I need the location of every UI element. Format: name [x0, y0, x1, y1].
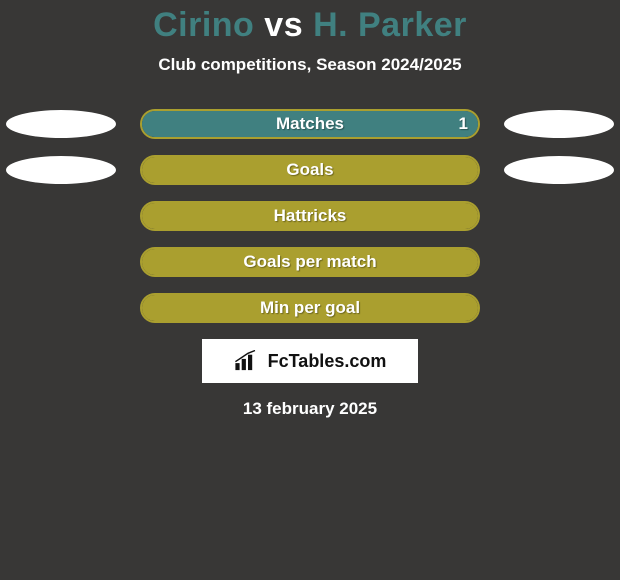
comparison-title: Cirino vs H. Parker	[0, 0, 620, 45]
stat-fill-b	[142, 295, 478, 321]
stat-row-goals: Goals	[0, 155, 620, 185]
stat-row-goals_per_match: Goals per match	[0, 247, 620, 277]
subtitle: Club competitions, Season 2024/2025	[0, 55, 620, 75]
chart-bars-icon	[234, 350, 262, 372]
stat-fill-b	[142, 157, 478, 183]
player-a-marker	[6, 156, 116, 184]
stat-bar-outline	[140, 247, 480, 277]
stat-bar: Min per goal	[140, 293, 480, 323]
stat-row-min_per_goal: Min per goal	[0, 293, 620, 323]
player-b-marker	[504, 156, 614, 184]
stat-row-hattricks: Hattricks	[0, 201, 620, 231]
stat-fill-b	[142, 111, 478, 137]
vs-text: vs	[264, 6, 303, 44]
stat-bar-outline	[140, 109, 480, 139]
player-b-name: H. Parker	[313, 6, 467, 44]
stat-bar-outline	[140, 155, 480, 185]
stats-area: Matches1 Goals Hattricks Goals per match Min…	[0, 109, 620, 323]
stat-bar: Hattricks	[140, 201, 480, 231]
player-a-marker	[6, 110, 116, 138]
stat-bar: Matches1	[140, 109, 480, 139]
stat-bar: Goals	[140, 155, 480, 185]
source-logo: FcTables.com	[202, 339, 418, 383]
stat-bar-outline	[140, 293, 480, 323]
player-b-marker	[504, 110, 614, 138]
stat-bar: Goals per match	[140, 247, 480, 277]
source-logo-text: FcTables.com	[268, 351, 387, 372]
stat-fill-b	[142, 249, 478, 275]
stat-bar-outline	[140, 201, 480, 231]
date-text: 13 february 2025	[0, 399, 620, 419]
stat-fill-b	[142, 203, 478, 229]
player-a-name: Cirino	[153, 6, 254, 44]
stat-row-matches: Matches1	[0, 109, 620, 139]
